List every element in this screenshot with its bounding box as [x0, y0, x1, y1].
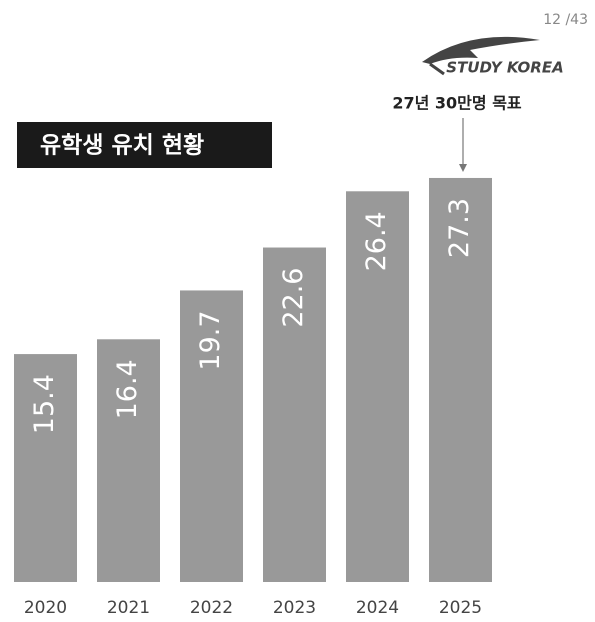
logo: STUDY KOREA — [422, 36, 564, 77]
x-tick-label: 2021 — [107, 598, 150, 618]
annotation: 27년 30만명 목표 — [392, 94, 522, 113]
logo-text: STUDY KOREA — [446, 59, 563, 77]
x-tick-label: 2023 — [273, 598, 316, 618]
logo-tassel — [429, 62, 445, 76]
bar — [97, 339, 160, 582]
bar — [180, 290, 243, 582]
value-label: 26.4 — [361, 211, 392, 271]
value-label: 16.4 — [112, 359, 143, 419]
x-tick-label: 2024 — [356, 598, 399, 618]
chart-title: 유학생 유치 현황 — [40, 133, 204, 159]
value-label: 19.7 — [195, 310, 226, 370]
x-tick-label: 2020 — [24, 598, 67, 618]
logo-cap — [422, 36, 540, 64]
bar — [263, 247, 326, 582]
value-label: 27.3 — [444, 198, 475, 258]
title-box — [17, 122, 272, 168]
value-label: 22.6 — [278, 268, 309, 328]
bar — [429, 177, 492, 582]
arrow-head — [459, 164, 467, 172]
value-label: 15.4 — [29, 374, 60, 434]
x-tick-label: 2025 — [439, 598, 482, 618]
bar — [346, 191, 409, 582]
x-tick-label: 2022 — [190, 598, 233, 618]
page-number: 12 /43 — [543, 12, 588, 28]
bar — [14, 354, 77, 582]
